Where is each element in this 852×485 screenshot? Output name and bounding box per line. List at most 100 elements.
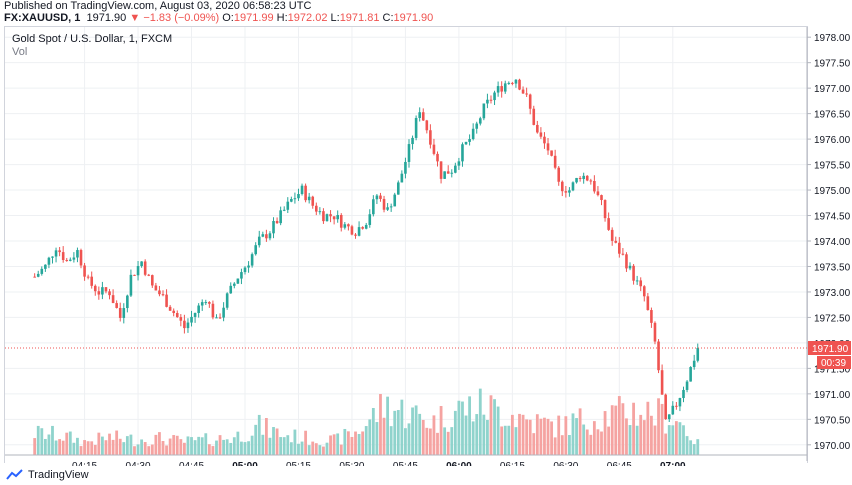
volume-bar <box>236 431 240 455</box>
volume-bar <box>589 434 593 455</box>
candle-body <box>536 124 539 133</box>
candle-body <box>610 229 614 241</box>
volume-bar <box>603 411 607 455</box>
volume-bar <box>368 419 372 455</box>
candle-body <box>208 302 211 304</box>
candle-body <box>678 398 682 407</box>
candle-body <box>675 405 678 407</box>
candle-body <box>93 285 97 292</box>
candle-body <box>685 381 689 390</box>
volume-bar <box>364 426 368 455</box>
candle-body <box>514 79 518 84</box>
price-chart[interactable]: 1978.00 1977.50 1977.00 1976.50 1976.00 1975.… <box>0 0 852 466</box>
candle-body <box>193 313 197 317</box>
volume-bar <box>76 437 79 455</box>
candle-body <box>69 259 72 261</box>
volume-bar <box>165 445 168 455</box>
volume-bar <box>575 418 578 455</box>
candle-body <box>454 165 457 173</box>
volume-bar <box>325 442 329 455</box>
x-tick-label: 07:00 <box>660 461 686 466</box>
candle-body <box>607 218 610 230</box>
volume-bar <box>193 440 197 455</box>
volume-bar <box>407 423 411 455</box>
volume-bar <box>600 431 603 455</box>
candle-body <box>575 177 578 183</box>
grid <box>5 27 807 455</box>
volume-bar <box>93 444 97 455</box>
volume-bar <box>318 445 322 455</box>
volume-bar <box>471 421 475 455</box>
volume-bar <box>382 417 386 455</box>
volume-bar <box>528 419 532 455</box>
volume-bar <box>486 419 489 455</box>
volume-bar <box>592 421 596 455</box>
candle-body <box>318 211 322 213</box>
candle-body <box>83 265 86 277</box>
volume-bar <box>133 446 136 455</box>
x-tick-label: 04:15 <box>72 461 97 466</box>
candle-body <box>140 261 143 267</box>
candle-body <box>632 265 635 281</box>
volume-bar <box>190 437 193 455</box>
candle-body <box>315 205 318 212</box>
volume-bar <box>450 427 454 455</box>
candle-body <box>539 132 543 137</box>
volume-bar <box>343 428 347 455</box>
volume-bar <box>625 418 628 455</box>
candle-body <box>582 175 585 180</box>
volume-bar <box>175 435 179 455</box>
candle-body <box>464 141 468 145</box>
volume-bar <box>453 410 457 455</box>
candle-body <box>493 92 496 101</box>
y-tick-label: 1975.50 <box>814 161 851 172</box>
candle-body <box>364 224 368 229</box>
series-title[interactable]: Gold Spot / U.S. Dollar, 1, FXCM <box>12 33 173 45</box>
volume-bar <box>628 425 632 455</box>
candle-body <box>550 150 553 156</box>
x-tick-label: 05:00 <box>232 461 258 466</box>
candle-body <box>151 275 154 286</box>
volume-bar <box>282 437 286 455</box>
candle-body <box>639 280 643 287</box>
candle-body <box>400 173 404 183</box>
candle-body <box>618 242 621 254</box>
volume-bar <box>478 388 482 455</box>
tradingview-logo[interactable]: TradingView <box>6 469 89 481</box>
volume-bar <box>207 444 211 455</box>
candle-body <box>190 316 193 323</box>
volume-bar <box>436 432 439 455</box>
volume-bar <box>254 424 258 455</box>
volume-bar <box>186 436 190 455</box>
candle-body <box>204 302 208 304</box>
volume-bar <box>503 425 507 455</box>
y-tick-label: 1977.00 <box>814 84 851 95</box>
volume-bar <box>322 446 325 455</box>
candle-body <box>393 194 397 207</box>
candle-body <box>560 181 564 192</box>
volume-bar <box>514 427 518 455</box>
candle-body <box>511 82 514 84</box>
candle-body <box>603 200 607 219</box>
y-tick-label: 1974.50 <box>814 212 851 223</box>
candle-body <box>671 405 675 415</box>
volume-bar <box>543 417 546 455</box>
candle-body <box>97 291 101 295</box>
volume-bar <box>314 443 318 455</box>
volume-bar <box>104 440 108 455</box>
high-value: 1972.02 <box>287 12 328 24</box>
volume-legend[interactable]: Vol <box>12 46 28 58</box>
volume-bar <box>571 413 575 455</box>
candle-body <box>218 317 222 319</box>
candle-body <box>172 310 175 314</box>
volume-bar <box>79 446 83 455</box>
volume-bar <box>225 439 229 455</box>
volume-bar <box>550 421 553 455</box>
candle-body <box>297 194 300 199</box>
low-label: L: <box>330 12 340 24</box>
volume-bar <box>215 440 218 455</box>
volume-bar <box>375 422 379 455</box>
candle-body <box>521 89 525 94</box>
volume-bar <box>389 426 393 455</box>
volume-bar <box>475 414 479 455</box>
